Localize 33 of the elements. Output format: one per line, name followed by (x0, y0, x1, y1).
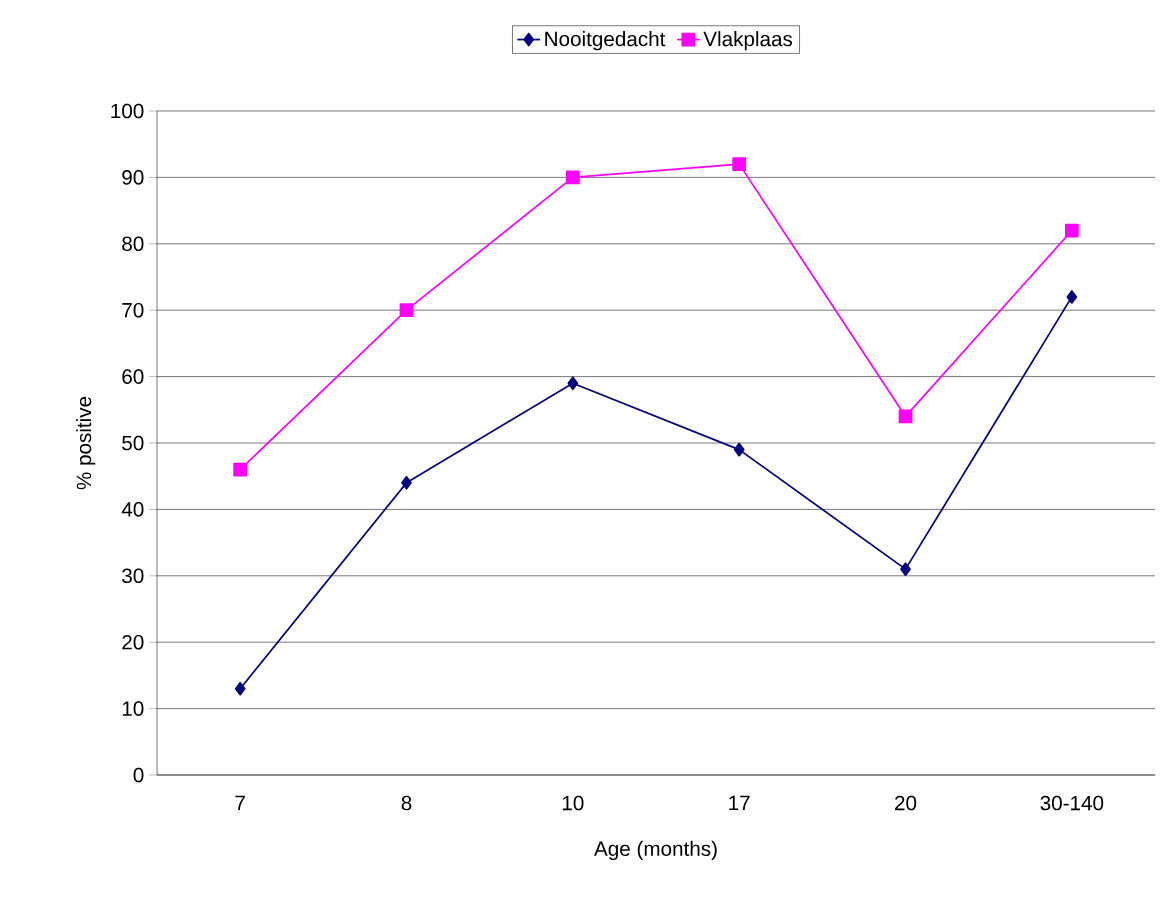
y-tick-label: 10 (122, 701, 144, 716)
y-tick-label: 70 (122, 302, 144, 318)
y-tick-label: 20 (122, 634, 144, 650)
legend-label: Nooitgedacht (545, 31, 666, 51)
y-tick-label: 30 (122, 568, 144, 584)
x-tick-label: 20 (895, 795, 917, 811)
point (900, 562, 911, 577)
point (565, 170, 580, 185)
y-tick-label: 100 (111, 103, 144, 119)
x-tick-label: 8 (401, 795, 412, 811)
point (732, 157, 747, 171)
point (733, 442, 745, 457)
point (567, 376, 579, 391)
point (233, 462, 248, 477)
point (898, 409, 913, 424)
y-tick-label: 40 (121, 502, 144, 517)
point (401, 475, 412, 490)
y-tick-label: 0 (133, 767, 144, 783)
x-axis-title: Age (months) (594, 840, 717, 861)
point (1066, 290, 1078, 304)
point (399, 303, 414, 318)
y-tick-label: 90 (122, 170, 144, 185)
x-tick-label: 7 (235, 795, 245, 810)
legend-label: Vlakplaas (703, 31, 793, 51)
y-tick-label: 80 (122, 236, 144, 252)
y-axis-title: % positive (76, 396, 96, 490)
x-tick-label: 10 (562, 795, 584, 811)
point (1064, 223, 1079, 238)
x-tick-label: 17 (729, 795, 750, 810)
point (234, 681, 246, 696)
y-tick-label: 60 (122, 369, 144, 384)
y-tick-label: 50 (122, 435, 144, 451)
x-tick-label: 30-140 (1040, 795, 1104, 811)
